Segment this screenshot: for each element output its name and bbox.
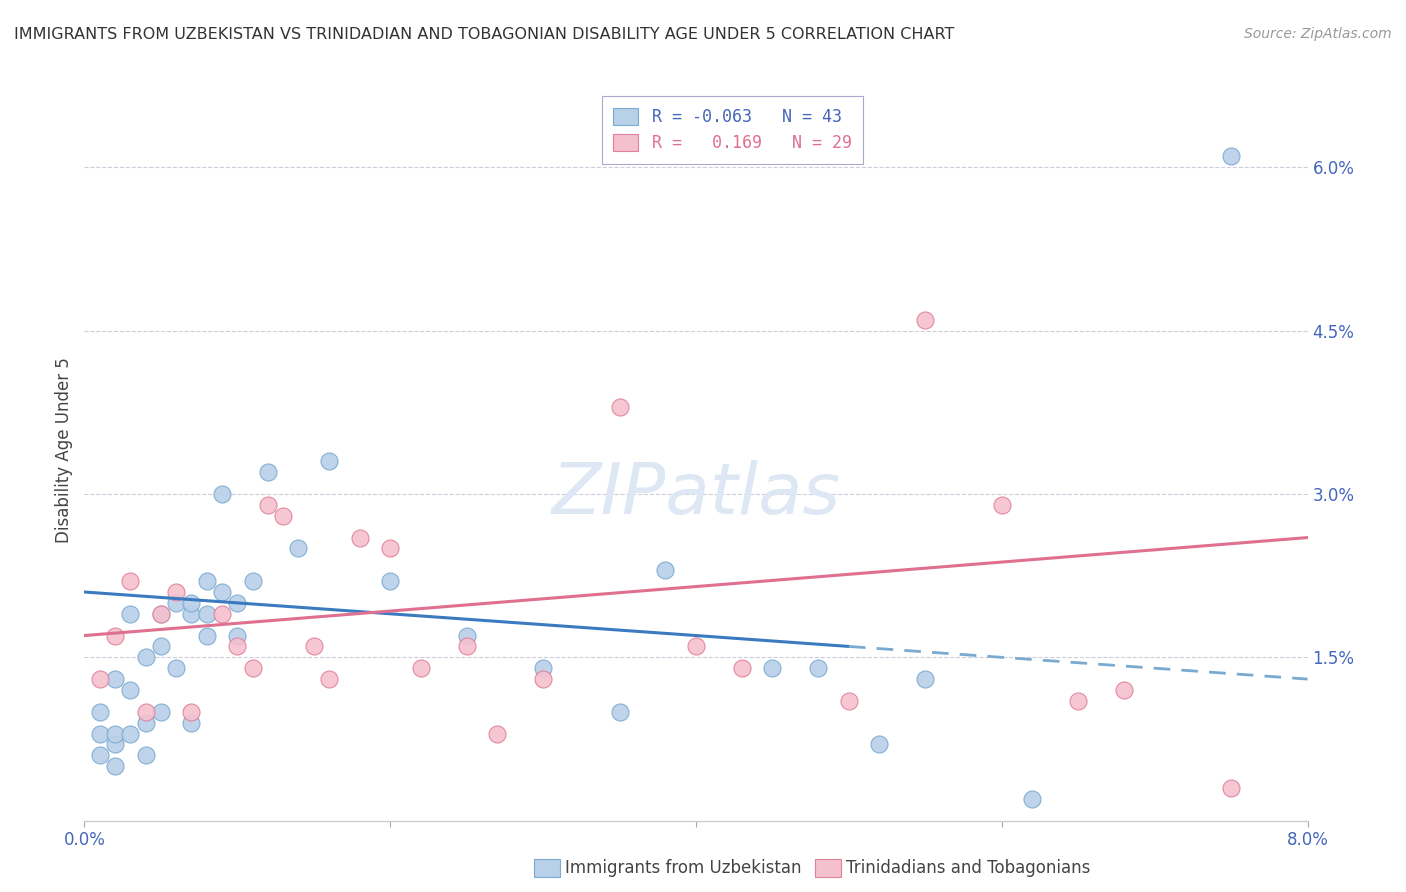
Point [761,661,783,675]
Point [149,705,172,719]
Point [1021,792,1043,806]
Point [654,563,676,577]
Point [609,705,631,719]
Point [180,705,202,719]
Legend: R = -0.063   N = 43, R =   0.169   N = 29: R = -0.063 N = 43, R = 0.169 N = 29 [602,96,863,164]
Point [135,748,157,763]
Point [120,607,142,621]
Point [89,705,111,719]
Point [1220,780,1243,795]
Point [120,683,142,698]
Point [165,585,187,599]
Point [195,628,218,642]
Point [302,640,325,654]
Point [380,541,402,556]
Point [226,640,249,654]
Point [104,726,127,740]
Point [89,748,111,763]
Point [211,487,233,501]
Point [257,465,280,479]
Point [349,531,371,545]
Point [195,607,218,621]
Point [838,694,860,708]
Point [1220,149,1243,163]
Y-axis label: Disability Age Under 5: Disability Age Under 5 [55,358,73,543]
Point [914,672,936,686]
Text: IMMIGRANTS FROM UZBEKISTAN VS TRINIDADIAN AND TOBAGONIAN DISABILITY AGE UNDER 5 : IMMIGRANTS FROM UZBEKISTAN VS TRINIDADIA… [14,27,955,42]
Text: Trinidadians and Tobagonians: Trinidadians and Tobagonians [846,859,1091,877]
Point [89,672,111,686]
Point [318,454,340,468]
Point [685,640,707,654]
Point [180,607,202,621]
Point [914,313,936,327]
Point [226,596,249,610]
Point [135,705,157,719]
Point [135,650,157,665]
Point [149,607,172,621]
Point [180,596,202,610]
Point [104,738,127,752]
Point [456,640,478,654]
Point [211,607,233,621]
Point [257,498,280,512]
Point [242,661,264,675]
Point [104,628,127,642]
Point [195,574,218,588]
Text: ZIPatlas: ZIPatlas [551,460,841,529]
Text: Source: ZipAtlas.com: Source: ZipAtlas.com [1244,27,1392,41]
Point [531,672,554,686]
Point [456,628,478,642]
Point [409,661,432,675]
Point [180,715,202,730]
Point [1067,694,1090,708]
Point [486,726,509,740]
Point [1114,683,1136,698]
Point [609,400,631,414]
Text: Immigrants from Uzbekistan: Immigrants from Uzbekistan [565,859,801,877]
Point [318,672,340,686]
Point [991,498,1014,512]
Point [165,596,187,610]
Point [135,715,157,730]
Point [149,640,172,654]
Point [211,585,233,599]
Point [89,726,111,740]
Point [149,607,172,621]
Point [807,661,830,675]
Point [226,628,249,642]
Point [287,541,309,556]
Point [869,738,891,752]
Point [731,661,754,675]
Point [271,508,294,523]
Point [242,574,264,588]
Point [104,672,127,686]
Point [531,661,554,675]
Point [120,726,142,740]
Point [120,574,142,588]
Point [104,759,127,773]
Point [380,574,402,588]
Point [165,661,187,675]
